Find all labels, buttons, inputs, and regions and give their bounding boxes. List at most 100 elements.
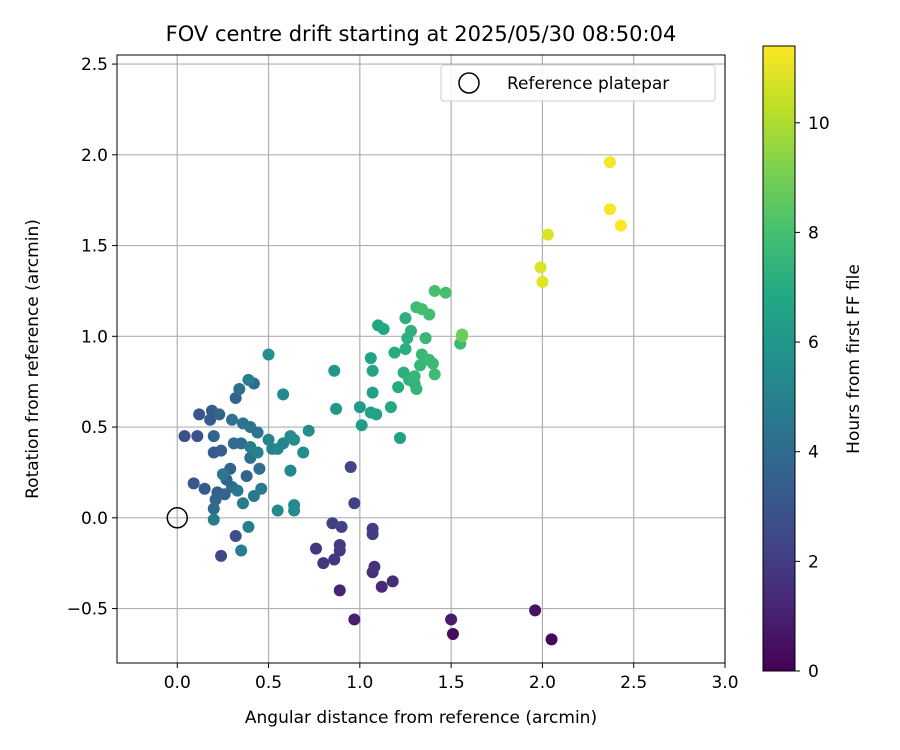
- data-point: [233, 382, 246, 395]
- data-point: [242, 520, 255, 533]
- x-axis-ticks: 0.0 0.5 1.0 1.5 2.0 2.5 3.0: [164, 663, 739, 693]
- data-point: [328, 364, 341, 377]
- data-point: [534, 261, 547, 274]
- data-point: [426, 357, 439, 370]
- data-point: [330, 402, 343, 415]
- data-point: [399, 343, 412, 356]
- data-point: [386, 575, 399, 588]
- data-point: [419, 332, 432, 345]
- data-point: [536, 275, 549, 288]
- data-point: [370, 408, 383, 421]
- data-point: [445, 613, 458, 626]
- data-point: [456, 328, 469, 341]
- data-point: [198, 482, 211, 495]
- data-point: [399, 312, 412, 325]
- data-point: [288, 504, 301, 517]
- colorbar-tick-label: 8: [808, 223, 819, 243]
- legend-label: Reference platepar: [507, 74, 669, 94]
- data-point: [529, 604, 542, 617]
- data-point: [277, 388, 290, 401]
- data-point: [242, 373, 255, 386]
- data-point: [404, 324, 417, 337]
- colorbar-ticks: 0 2 4 6 8 10: [795, 114, 830, 682]
- data-point: [614, 219, 627, 232]
- data-point: [236, 497, 249, 510]
- data-point: [384, 401, 397, 414]
- data-point: [348, 497, 361, 510]
- reference-marker: [166, 507, 189, 529]
- data-point: [545, 633, 558, 646]
- plot-frame: [116, 54, 726, 664]
- data-point: [392, 381, 405, 394]
- data-point: [284, 464, 297, 477]
- data-point: [262, 433, 275, 446]
- y-tick-label: 0.0: [81, 509, 108, 529]
- data-point: [333, 584, 346, 597]
- data-point: [317, 557, 330, 570]
- data-point: [423, 308, 436, 321]
- data-point: [326, 517, 339, 530]
- chart-title: FOV centre drift starting at 2025/05/30 …: [166, 22, 677, 46]
- data-point: [215, 444, 228, 457]
- data-point: [408, 370, 421, 383]
- y-tick-label: 1.5: [81, 237, 108, 257]
- data-point: [178, 430, 191, 443]
- legend-open-circle-marker: [458, 72, 480, 94]
- data-point: [209, 493, 222, 506]
- data-point: [235, 544, 248, 557]
- data-point: [428, 368, 441, 381]
- data-point: [226, 413, 239, 426]
- y-tick-label: 2.0: [81, 146, 108, 166]
- data-point: [262, 348, 275, 361]
- reference-point: [166, 507, 189, 529]
- x-tick-label: 0.0: [164, 673, 191, 693]
- data-point: [204, 413, 217, 426]
- data-point: [191, 430, 204, 443]
- data-point: [348, 613, 361, 626]
- data-point: [229, 529, 242, 542]
- colorbar-tick-label: 6: [808, 333, 819, 353]
- x-tick-label: 2.0: [529, 673, 556, 693]
- data-point: [394, 431, 407, 444]
- grid-lines: [117, 55, 726, 663]
- colorbar-tick-label: 10: [808, 114, 830, 134]
- data-point: [366, 522, 379, 535]
- data-point: [541, 228, 554, 241]
- data-point: [215, 549, 228, 562]
- data-point: [414, 359, 427, 372]
- data-point: [388, 346, 401, 359]
- data-point: [251, 446, 264, 459]
- legend: Reference platepar: [440, 64, 716, 102]
- x-tick-label: 2.5: [620, 673, 647, 693]
- y-tick-label: −0.5: [67, 600, 108, 620]
- data-point: [213, 408, 226, 421]
- data-point: [603, 156, 616, 169]
- colorbar-gradient: [762, 45, 796, 672]
- data-point: [366, 364, 379, 377]
- data-point: [277, 437, 290, 450]
- data-point: [193, 408, 206, 421]
- data-point: [218, 488, 231, 501]
- scatter-points: [178, 156, 627, 646]
- data-point: [353, 401, 366, 414]
- data-point: [207, 502, 220, 515]
- x-axis-label: Angular distance from reference (arcmin): [245, 708, 597, 728]
- x-tick-label: 0.5: [255, 673, 282, 693]
- data-point: [302, 424, 315, 437]
- y-axis-ticks: −0.5 0.0 0.5 1.0 1.5 2.0 2.5: [67, 55, 117, 620]
- data-point: [366, 386, 379, 399]
- data-point: [229, 392, 242, 405]
- x-tick-label: 1.0: [346, 673, 373, 693]
- y-axis-label: Rotation from reference (arcmin): [23, 219, 43, 499]
- y-tick-label: 0.5: [81, 418, 108, 438]
- data-point: [271, 504, 284, 517]
- y-tick-label: 1.0: [81, 327, 108, 347]
- data-point: [368, 560, 381, 573]
- data-point: [333, 539, 346, 552]
- data-point: [446, 627, 459, 640]
- x-tick-label: 3.0: [711, 673, 738, 693]
- colorbar: 0 2 4 6 8 10 Hours from first FF file: [762, 45, 864, 682]
- colorbar-tick-label: 2: [808, 552, 819, 572]
- data-point: [377, 323, 390, 336]
- data-point: [310, 542, 323, 555]
